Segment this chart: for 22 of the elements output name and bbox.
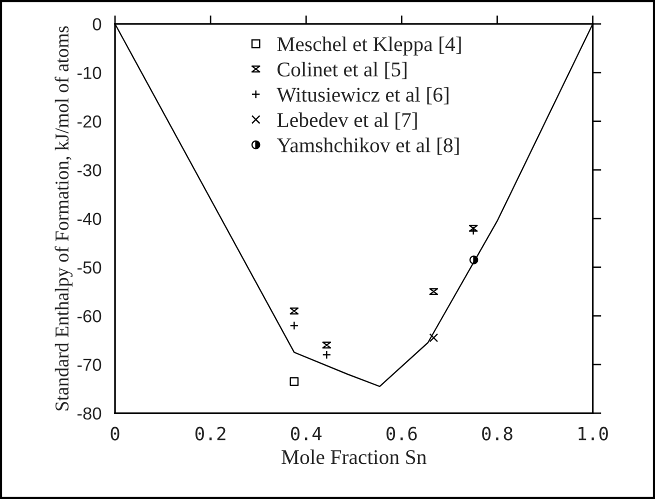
y-tick-label: -40 <box>78 212 102 226</box>
legend-label: Lebedev et al [7] <box>277 112 417 130</box>
y-tick-label: 0 <box>92 18 102 30</box>
x-tick-label: 0.8 <box>482 426 512 440</box>
x-tick-label: 0.4 <box>290 426 322 440</box>
y-tick-label: -80 <box>78 407 102 420</box>
x-tick-label: 0.2 <box>195 426 226 440</box>
x-tick-label: 1.0 <box>578 426 608 440</box>
y-tick-label: -70 <box>78 358 102 371</box>
y-tick-label: -50 <box>78 261 102 274</box>
y-tick-label: -60 <box>78 310 102 322</box>
x-tick-label: 0.6 <box>386 426 417 440</box>
y-tick-label: -10 <box>78 66 102 80</box>
legend-label: Colinet et al [5] <box>278 62 406 80</box>
legend-label: Witusiewicz et al [6] <box>276 87 448 104</box>
x-axis-title: Mole Fraction Sn <box>282 449 426 464</box>
legend-label: Yamshchikov et al [8] <box>276 138 459 155</box>
legend-label: Meschel et Kleppa [4] <box>277 36 461 56</box>
x-tick-label: 0 <box>110 426 120 440</box>
y-tick-label: -20 <box>78 115 102 128</box>
y-tick-label: -30 <box>78 164 102 176</box>
y-axis-title: Standard Enthalpy of Formation, kJ/mol of atoms <box>54 26 73 410</box>
